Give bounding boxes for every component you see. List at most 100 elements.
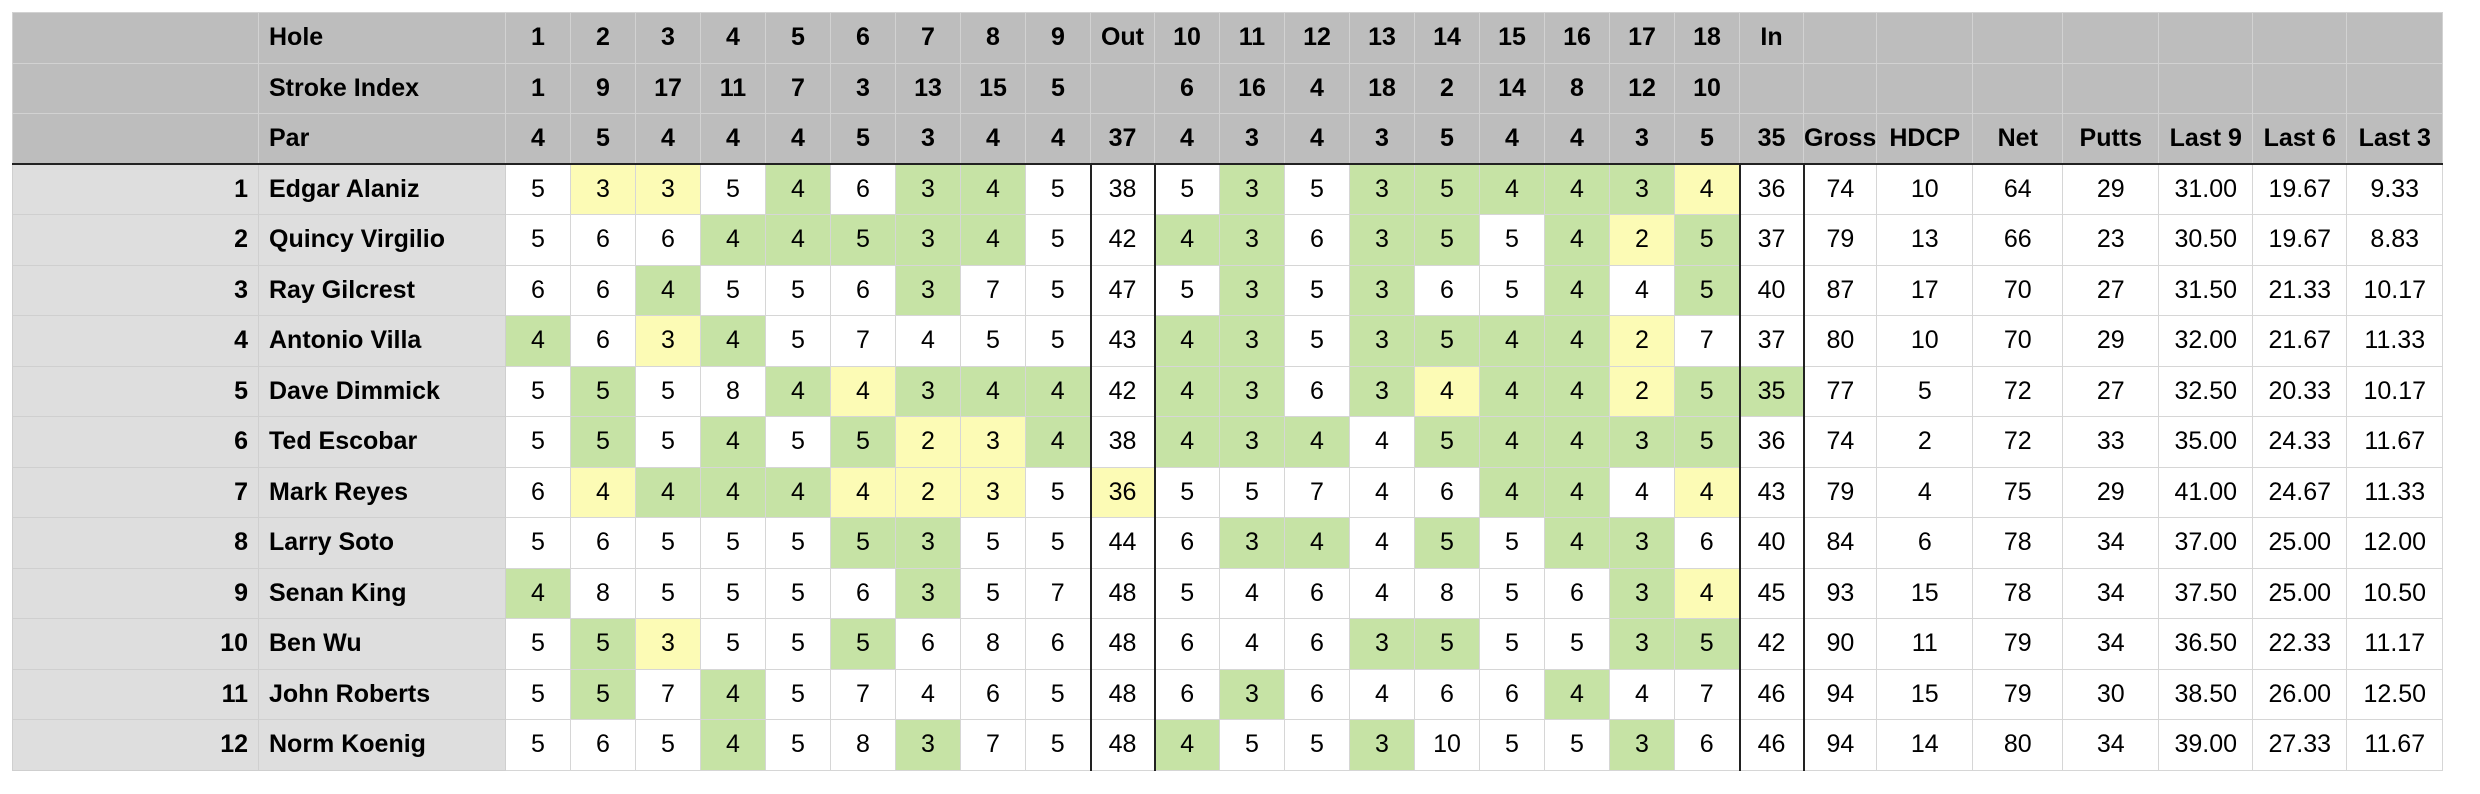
putts-cell[interactable]: 34 [2062,517,2160,569]
score-cell[interactable]: 4 [1544,365,1610,417]
score-cell[interactable]: 5 [1284,315,1350,367]
stat-header-cell[interactable]: Last 3 [2346,113,2444,165]
score-cell[interactable]: 7 [960,264,1026,316]
score-cell[interactable]: 6 [505,264,571,316]
score-cell[interactable]: 6 [1414,668,1480,720]
score-cell[interactable]: 3 [1349,264,1415,316]
header-blank-cell[interactable] [1972,62,2064,114]
par-cell-back[interactable]: 4 [1544,113,1610,165]
out-total-cell[interactable]: 38 [1089,416,1156,468]
par-cell-front[interactable]: 4 [635,113,701,165]
player-name-cell[interactable]: Quincy Virgilio [258,214,506,266]
score-cell[interactable]: 4 [1544,214,1610,266]
score-cell[interactable]: 5 [635,365,701,417]
row-number-cell[interactable]: 6 [12,416,259,468]
row-number-cell[interactable]: 4 [12,315,259,367]
score-cell[interactable]: 3 [1219,214,1285,266]
score-cell[interactable]: 4 [1674,466,1740,518]
hole-cell-back[interactable]: 15 [1479,12,1545,64]
score-cell[interactable]: 5 [570,618,636,670]
score-cell[interactable]: 8 [1414,567,1480,619]
last6-cell[interactable]: 19.67 [2252,163,2348,215]
score-cell[interactable]: 7 [1674,315,1740,367]
score-cell[interactable]: 4 [1025,365,1091,417]
last6-cell[interactable]: 19.67 [2252,214,2348,266]
score-cell[interactable]: 5 [1219,719,1285,771]
score-cell[interactable]: 4 [1544,163,1610,215]
header-corner-cell[interactable] [12,62,259,114]
net-cell[interactable]: 72 [1972,416,2064,468]
par-cell-back[interactable]: 3 [1219,113,1285,165]
score-cell[interactable]: 4 [1544,466,1610,518]
score-cell[interactable]: 5 [1025,264,1091,316]
score-cell[interactable]: 4 [1609,466,1675,518]
score-cell[interactable]: 3 [1219,668,1285,720]
score-cell[interactable]: 4 [1479,365,1545,417]
score-cell[interactable]: 5 [635,416,701,468]
last9-cell[interactable]: 37.00 [2158,517,2254,569]
si-cell-front[interactable]: 17 [635,62,701,114]
score-cell[interactable]: 3 [895,264,961,316]
si-cell-front[interactable]: 13 [895,62,961,114]
out-total-cell[interactable]: 47 [1089,264,1156,316]
player-name-cell[interactable]: Larry Soto [258,517,506,569]
score-cell[interactable]: 3 [1349,719,1415,771]
last9-cell[interactable]: 32.00 [2158,315,2254,367]
score-cell[interactable]: 5 [505,214,571,266]
score-cell[interactable]: 6 [1674,517,1740,569]
last6-cell[interactable]: 24.67 [2252,466,2348,518]
score-cell[interactable]: 6 [1414,466,1480,518]
gross-cell[interactable]: 77 [1802,365,1878,417]
score-cell[interactable]: 5 [830,618,896,670]
score-cell[interactable]: 4 [700,668,766,720]
score-cell[interactable]: 5 [1544,719,1610,771]
score-cell[interactable]: 2 [1609,214,1675,266]
score-cell[interactable]: 2 [1609,365,1675,417]
last9-cell[interactable]: 35.00 [2158,416,2254,468]
score-cell[interactable]: 5 [960,567,1026,619]
score-cell[interactable]: 6 [1154,618,1220,670]
hdcp-cell[interactable]: 10 [1876,163,1974,215]
last9-cell[interactable]: 37.50 [2158,567,2254,619]
row-number-cell[interactable]: 7 [12,466,259,518]
score-cell[interactable]: 5 [765,264,831,316]
stat-header-cell[interactable]: Net [1972,113,2064,165]
last3-cell[interactable]: 12.50 [2346,668,2444,720]
last6-cell[interactable]: 25.00 [2252,567,2348,619]
score-cell[interactable]: 3 [635,618,701,670]
in-total-cell[interactable]: 36 [1738,163,1805,215]
last3-cell[interactable]: 11.17 [2346,618,2444,670]
hdcp-cell[interactable]: 2 [1876,416,1974,468]
gross-cell[interactable]: 90 [1802,618,1878,670]
row-number-cell[interactable]: 8 [12,517,259,569]
score-cell[interactable]: 5 [1154,264,1220,316]
score-cell[interactable]: 3 [1349,315,1415,367]
hole-cell-back[interactable]: 11 [1219,12,1285,64]
score-cell[interactable]: 4 [1154,214,1220,266]
score-cell[interactable]: 5 [1414,618,1480,670]
score-cell[interactable]: 5 [1674,416,1740,468]
score-cell[interactable]: 3 [895,567,961,619]
gross-cell[interactable]: 93 [1802,567,1878,619]
score-cell[interactable]: 7 [635,668,701,720]
gross-cell[interactable]: 94 [1802,719,1878,771]
score-cell[interactable]: 4 [1284,517,1350,569]
score-cell[interactable]: 5 [505,365,571,417]
score-cell[interactable]: 4 [1349,668,1415,720]
last6-cell[interactable]: 21.67 [2252,315,2348,367]
si-cell-back[interactable]: 14 [1479,62,1545,114]
si-cell-back[interactable]: 10 [1674,62,1740,114]
score-cell[interactable]: 4 [700,719,766,771]
net-cell[interactable]: 72 [1972,365,2064,417]
score-cell[interactable]: 5 [635,719,701,771]
row-number-cell[interactable]: 9 [12,567,259,619]
hole-cell-back[interactable]: 12 [1284,12,1350,64]
score-cell[interactable]: 4 [1544,668,1610,720]
score-cell[interactable]: 6 [830,567,896,619]
last6-cell[interactable]: 22.33 [2252,618,2348,670]
score-cell[interactable]: 5 [1414,517,1480,569]
in-total-cell[interactable]: 46 [1738,668,1805,720]
score-cell[interactable]: 5 [700,567,766,619]
score-cell[interactable]: 5 [1284,264,1350,316]
last9-cell[interactable]: 30.50 [2158,214,2254,266]
